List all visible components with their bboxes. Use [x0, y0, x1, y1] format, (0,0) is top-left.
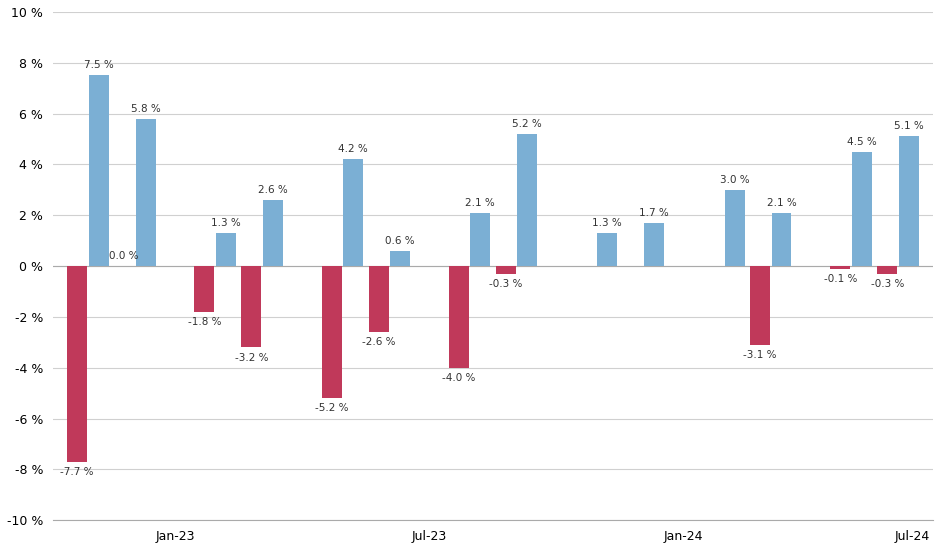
Bar	[88, 75, 108, 266]
Bar	[263, 200, 283, 266]
Text: -5.2 %: -5.2 %	[315, 403, 349, 414]
Bar	[195, 266, 214, 312]
Text: -0.3 %: -0.3 %	[489, 279, 523, 289]
Bar	[899, 136, 918, 266]
Bar	[470, 213, 490, 266]
Text: 5.1 %: 5.1 %	[894, 122, 924, 131]
Text: 4.2 %: 4.2 %	[338, 144, 368, 155]
Bar	[68, 266, 87, 462]
Bar	[772, 213, 791, 266]
Bar	[852, 152, 871, 266]
Bar	[725, 190, 744, 266]
Text: 2.6 %: 2.6 %	[258, 185, 288, 195]
Bar	[242, 266, 261, 348]
Text: 2.1 %: 2.1 %	[465, 197, 495, 208]
Text: -0.1 %: -0.1 %	[823, 274, 857, 284]
Text: 2.1 %: 2.1 %	[767, 197, 796, 208]
Bar	[877, 266, 898, 274]
Bar	[517, 134, 537, 266]
Text: -3.2 %: -3.2 %	[235, 353, 268, 362]
Text: 0.6 %: 0.6 %	[385, 236, 415, 246]
Bar	[368, 266, 388, 332]
Text: -3.1 %: -3.1 %	[744, 350, 777, 360]
Bar	[830, 266, 851, 269]
Text: -2.6 %: -2.6 %	[362, 337, 396, 347]
Bar	[645, 223, 665, 266]
Text: 1.3 %: 1.3 %	[592, 218, 622, 228]
Text: 7.5 %: 7.5 %	[84, 60, 114, 70]
Bar	[448, 266, 469, 368]
Text: 5.2 %: 5.2 %	[512, 119, 542, 129]
Bar	[135, 119, 155, 266]
Bar	[390, 251, 410, 266]
Text: 5.8 %: 5.8 %	[131, 103, 161, 114]
Text: -0.3 %: -0.3 %	[870, 279, 904, 289]
Bar	[495, 266, 516, 274]
Bar	[598, 233, 618, 266]
Bar	[321, 266, 341, 398]
Text: 1.3 %: 1.3 %	[211, 218, 241, 228]
Text: -7.7 %: -7.7 %	[60, 467, 94, 477]
Text: 0.0 %: 0.0 %	[109, 251, 139, 261]
Text: -4.0 %: -4.0 %	[442, 373, 476, 383]
Bar	[216, 233, 236, 266]
Text: 4.5 %: 4.5 %	[847, 136, 877, 147]
Text: 1.7 %: 1.7 %	[639, 208, 669, 218]
Text: 3.0 %: 3.0 %	[720, 175, 749, 185]
Bar	[750, 266, 770, 345]
Bar	[343, 160, 363, 266]
Text: -1.8 %: -1.8 %	[188, 317, 221, 327]
